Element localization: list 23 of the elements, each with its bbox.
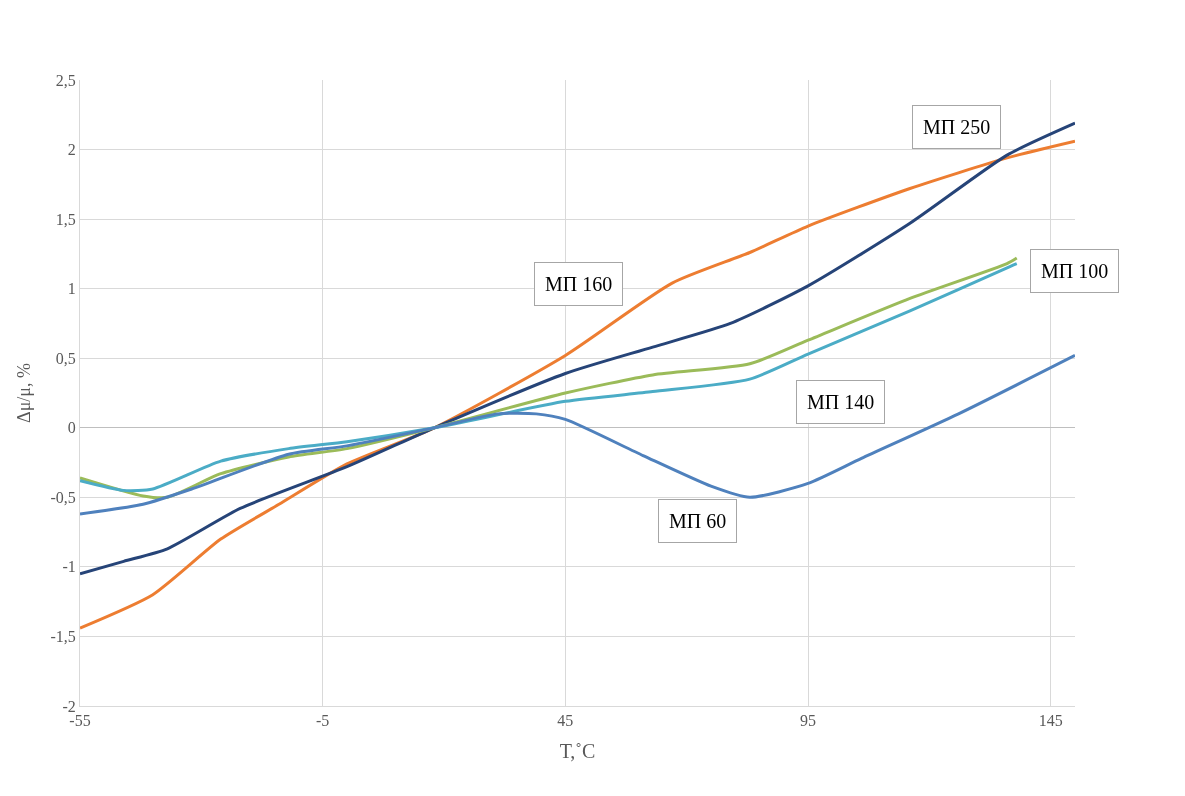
y-tick-label: 2,5: [55, 71, 76, 89]
y-tick-label: 2: [67, 141, 76, 159]
annotation: МП 140: [807, 391, 875, 413]
x-axis-title: T,˚C: [559, 739, 596, 762]
y-tick-label: -0,5: [50, 488, 76, 506]
x-tick-label: -55: [69, 712, 91, 730]
y-tick-label: 1,5: [55, 210, 76, 228]
y-axis-title: Δμ/μ, %: [13, 363, 34, 423]
y-tick-label: -1,5: [50, 628, 76, 646]
annotation: МП 250: [923, 116, 991, 138]
x-tick-label: 145: [1038, 712, 1063, 730]
annotation: МП 160: [545, 273, 613, 295]
y-tick-label: 1: [67, 280, 76, 298]
x-tick-label: 45: [557, 712, 574, 730]
x-tick-label: -5: [316, 712, 330, 730]
y-tick-label: 0: [67, 419, 76, 437]
annotation: МП 100: [1041, 260, 1109, 282]
y-tick-label: -1: [62, 558, 76, 576]
y-tick-label: -2: [62, 697, 76, 715]
line-series: [80, 353, 1075, 516]
x-tick-label: 95: [800, 712, 817, 730]
y-tick-label: 0,5: [55, 349, 76, 367]
annotation: МП 60: [669, 510, 727, 532]
